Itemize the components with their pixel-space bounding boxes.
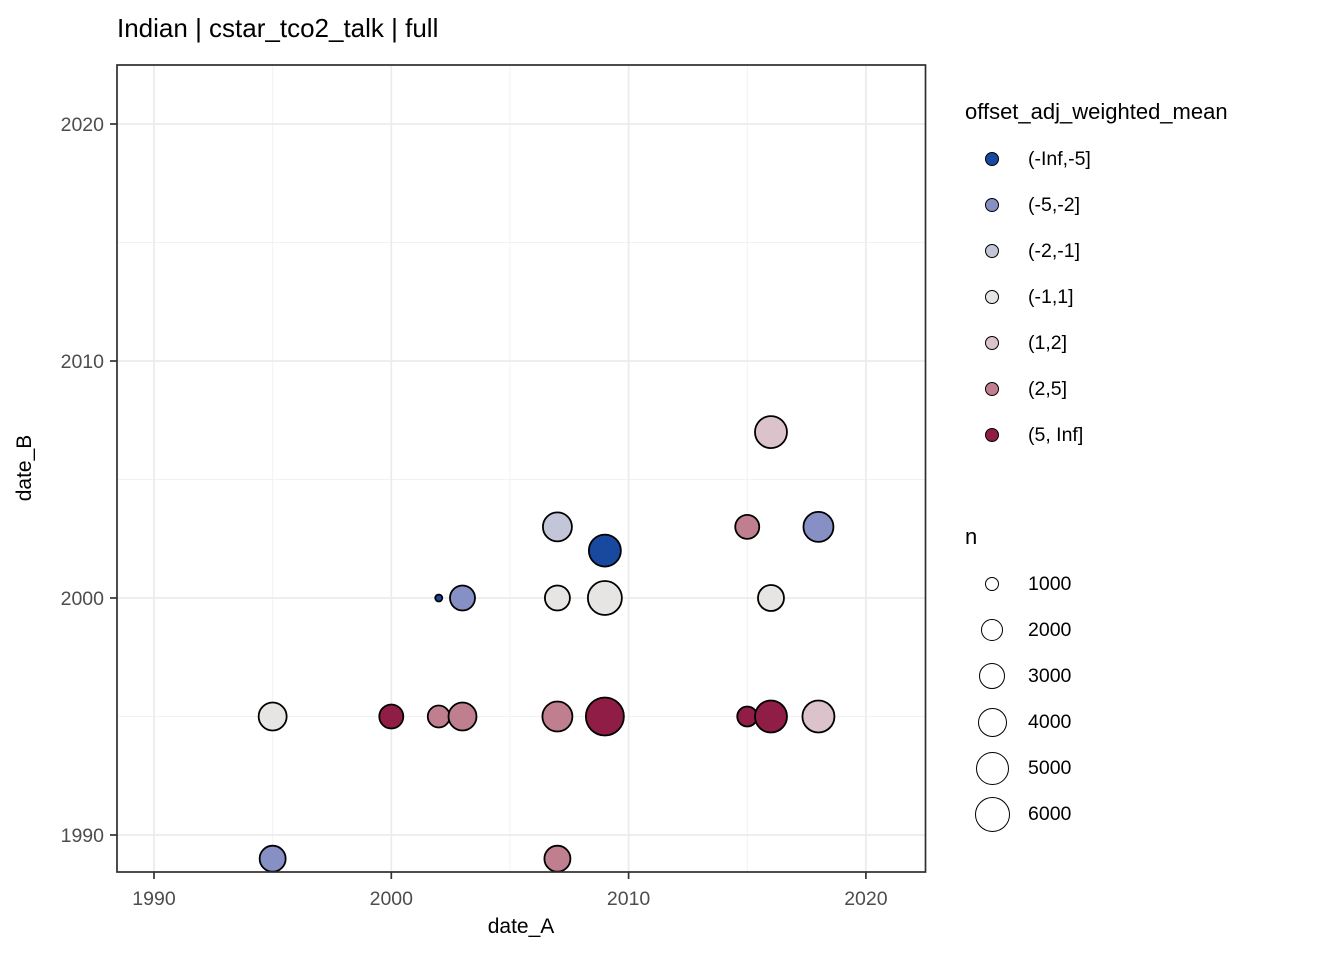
x-tick-label: 2010	[607, 888, 651, 910]
data-point	[449, 584, 476, 612]
legend-key-circle-icon	[984, 289, 1000, 305]
size-item-label: 4000	[1028, 710, 1072, 733]
data-point	[801, 699, 836, 734]
legend-item-label: (1,2]	[1028, 331, 1068, 354]
data-point	[378, 703, 405, 730]
size-legend-item: 3000	[965, 653, 1071, 699]
legend-key-circle-icon	[984, 335, 1000, 351]
y-tick-label: 1990	[61, 825, 105, 847]
legend-key-circle-icon	[984, 197, 1000, 213]
size-legend-item: 1000	[965, 561, 1071, 607]
size-item-label: 5000	[1028, 756, 1072, 779]
legend-key	[965, 151, 1019, 167]
color-legend-item: (-1,1]	[965, 274, 1228, 320]
color-legend-item: (2,5]	[965, 366, 1228, 412]
legend-key-circle-icon	[984, 381, 1000, 397]
size-legend-items: 1000 2000 3000 4000 5000 6000	[965, 561, 1071, 837]
size-item-label: 2000	[1028, 618, 1072, 641]
size-key-circle-icon	[979, 663, 1005, 689]
color-legend-title: offset_adj_weighted_mean	[965, 99, 1228, 124]
legend-item-label: (-5,-2]	[1028, 193, 1081, 216]
legend-key	[965, 289, 1019, 305]
data-point	[584, 696, 625, 737]
data-point	[258, 844, 287, 873]
legend-key	[965, 197, 1019, 213]
size-item-label: 3000	[1028, 664, 1072, 687]
data-point	[257, 701, 288, 732]
legend-key	[965, 707, 1019, 737]
size-legend-item: 4000	[965, 699, 1071, 745]
data-point	[447, 701, 478, 732]
legend-key	[965, 243, 1019, 259]
legend-item-label: (-2,-1]	[1028, 239, 1081, 262]
color-legend-item: (-Inf,-5]	[965, 136, 1228, 182]
legend-item-label: (-Inf,-5]	[1028, 147, 1091, 170]
legend-key	[965, 577, 1019, 591]
legend-key	[965, 619, 1019, 641]
x-tick-label: 2000	[370, 888, 414, 910]
data-point	[754, 699, 788, 734]
panel-border	[116, 64, 927, 873]
x-tick-label: 2020	[844, 888, 888, 910]
y-tick-label: 2000	[61, 588, 105, 610]
legend-key	[965, 381, 1019, 397]
data-point	[544, 584, 571, 612]
x-tick-label: 1990	[132, 888, 176, 910]
panel-background	[117, 65, 926, 872]
size-legend-title: n	[965, 524, 978, 549]
data-point	[541, 700, 574, 733]
data-point	[802, 511, 835, 543]
legend-key	[965, 796, 1019, 832]
legend-key	[965, 335, 1019, 351]
size-item-label: 1000	[1028, 572, 1072, 595]
size-key-circle-icon	[974, 796, 1010, 832]
color-legend: offset_adj_weighted_mean (-Inf,-5] (-5,-2…	[965, 98, 1228, 458]
size-key-circle-icon	[981, 619, 1003, 641]
y-tick-label: 2010	[61, 351, 105, 373]
color-legend-item: (5, Inf]	[965, 412, 1228, 458]
size-key-circle-icon	[975, 751, 1009, 785]
size-legend-item: 5000	[965, 745, 1071, 791]
legend-key-circle-icon	[984, 243, 1000, 259]
size-key-circle-icon	[985, 577, 999, 591]
legend-item-label: (-1,1]	[1028, 285, 1074, 308]
color-legend-items: (-Inf,-5] (-5,-2] (-2,-1] (-1,1] (1,2] (2,5] (…	[965, 136, 1228, 458]
legend-key	[965, 663, 1019, 689]
data-point	[757, 584, 785, 612]
size-key-circle-icon	[977, 707, 1007, 737]
data-point	[754, 415, 788, 450]
legend-key-circle-icon	[984, 427, 1000, 443]
size-item-label: 6000	[1028, 802, 1072, 825]
legend-item-label: (2,5]	[1028, 377, 1068, 400]
data-point	[426, 704, 451, 729]
color-legend-item: (-2,-1]	[965, 228, 1228, 274]
size-legend-item: 2000	[965, 607, 1071, 653]
data-point	[543, 844, 572, 873]
size-legend-item: 6000	[965, 791, 1071, 837]
y-tick-label: 2020	[61, 114, 105, 136]
data-point	[587, 533, 622, 568]
data-point	[586, 580, 623, 616]
color-legend-item: (1,2]	[965, 320, 1228, 366]
legend-key	[965, 427, 1019, 443]
legend-key-circle-icon	[984, 151, 1000, 167]
chart-title: Indian | cstar_tco2_talk | full	[117, 13, 439, 43]
y-axis-title: date_B	[13, 434, 36, 502]
data-point	[734, 514, 761, 540]
data-point	[542, 511, 573, 543]
size-legend: n 1000 2000 3000 4000 5000 6000	[965, 523, 1071, 837]
legend-item-label: (5, Inf]	[1028, 423, 1084, 446]
legend-key	[965, 751, 1019, 785]
x-axis-title: date_A	[487, 915, 555, 938]
color-legend-item: (-5,-2]	[965, 182, 1228, 228]
data-point	[434, 593, 444, 603]
